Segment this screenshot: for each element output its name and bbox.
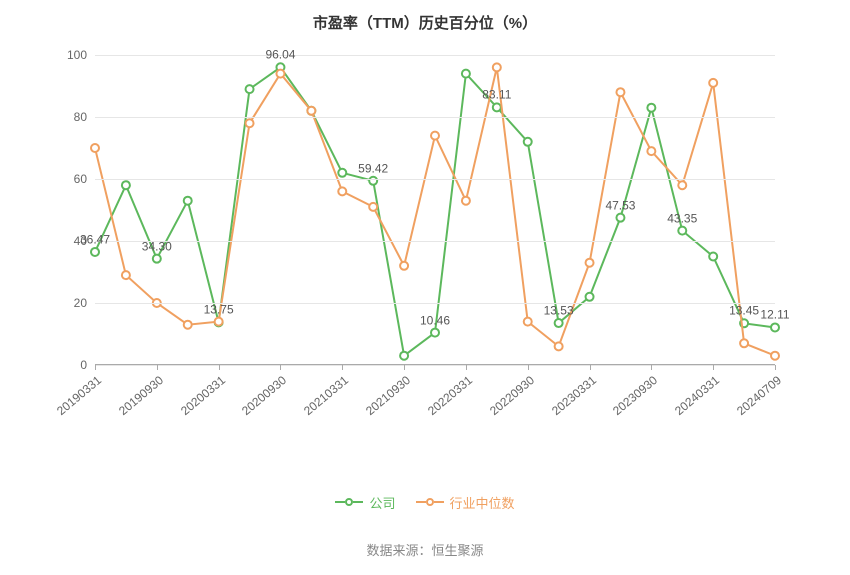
series-marker: [771, 352, 779, 360]
x-axis-tick-label: 20200331: [178, 373, 228, 418]
legend-symbol: [335, 498, 363, 506]
series-marker: [493, 103, 501, 111]
series-marker: [616, 214, 624, 222]
x-axis-tick: [95, 365, 96, 370]
x-axis-tick-label: 20200930: [240, 373, 290, 418]
grid-line: [95, 365, 775, 366]
y-axis-tick-label: 60: [74, 172, 87, 186]
y-axis-tick-label: 20: [74, 296, 87, 310]
x-axis-tick: [342, 365, 343, 370]
series-marker: [493, 63, 501, 71]
data-point-label: 34.30: [142, 239, 172, 253]
x-axis-tick: [528, 365, 529, 370]
series-marker: [122, 181, 130, 189]
legend-label: 公司: [369, 493, 395, 512]
series-marker: [678, 181, 686, 189]
series-marker: [740, 339, 748, 347]
chart-container: 市盈率（TTM）历史百分位（%） 02040608010020190331201…: [0, 0, 850, 575]
series-marker: [586, 259, 594, 267]
series-marker: [307, 107, 315, 115]
data-point-label: 10.46: [420, 313, 450, 327]
x-axis-tick-label: 20220930: [487, 373, 537, 418]
x-axis-tick: [651, 365, 652, 370]
series-marker: [524, 138, 532, 146]
data-point-label: 12.11: [760, 308, 789, 322]
data-point-label: 83.11: [482, 88, 511, 102]
x-axis-tick-label: 20230331: [549, 373, 599, 418]
series-marker: [524, 318, 532, 326]
chart-title: 市盈率（TTM）历史百分位（%）: [0, 12, 850, 33]
series-marker: [246, 85, 254, 93]
series-marker: [647, 147, 655, 155]
x-axis-tick-label: 20240709: [734, 373, 784, 418]
grid-line: [95, 117, 775, 118]
series-marker: [153, 255, 161, 263]
legend-label: 行业中位数: [450, 493, 515, 512]
plot-area: 0204060801002019033120190930202003312020…: [95, 55, 775, 365]
series-marker: [338, 169, 346, 177]
grid-line: [95, 55, 775, 56]
legend-item[interactable]: 行业中位数: [416, 493, 515, 512]
data-point-label: 43.35: [667, 211, 697, 225]
series-marker: [122, 271, 130, 279]
x-axis-tick-label: 20220331: [425, 373, 475, 418]
series-marker: [462, 70, 470, 78]
data-point-label: 47.53: [605, 198, 635, 212]
x-axis-tick-label: 20190930: [116, 373, 166, 418]
legend: 公司 行业中位数: [0, 490, 850, 512]
series-marker: [91, 144, 99, 152]
series-marker: [771, 323, 779, 331]
series-marker: [462, 197, 470, 205]
series-marker: [215, 318, 223, 326]
series-marker: [431, 132, 439, 140]
series-marker: [678, 227, 686, 235]
series-marker: [369, 177, 377, 185]
x-axis-tick: [713, 365, 714, 370]
data-point-label: 13.53: [544, 303, 574, 317]
data-point-label: 36.47: [80, 232, 110, 246]
y-axis-tick-label: 100: [67, 48, 87, 62]
series-marker: [184, 321, 192, 329]
series-marker: [709, 79, 717, 87]
series-marker: [91, 248, 99, 256]
x-axis-tick-label: 20210930: [363, 373, 413, 418]
series-marker: [709, 253, 717, 261]
x-axis-tick: [466, 365, 467, 370]
y-axis-tick-label: 80: [74, 110, 87, 124]
series-marker: [400, 352, 408, 360]
x-axis-tick-label: 20190331: [54, 373, 104, 418]
legend-symbol: [416, 498, 444, 506]
series-marker: [276, 70, 284, 78]
data-point-label: 96.04: [265, 48, 295, 62]
x-axis-tick-label: 20230930: [610, 373, 660, 418]
series-marker: [586, 293, 594, 301]
x-axis-tick-label: 20240331: [672, 373, 722, 418]
grid-line: [95, 241, 775, 242]
data-source-label: 数据来源：恒生聚源: [0, 540, 850, 559]
series-marker: [369, 203, 377, 211]
x-axis-tick: [280, 365, 281, 370]
grid-line: [95, 179, 775, 180]
series-marker: [184, 197, 192, 205]
legend-item[interactable]: 公司: [335, 493, 395, 512]
series-marker: [400, 262, 408, 270]
x-axis-tick: [219, 365, 220, 370]
x-axis-tick-label: 20210331: [301, 373, 351, 418]
data-point-label: 59.42: [358, 161, 388, 175]
series-marker: [431, 329, 439, 337]
series-marker: [647, 104, 655, 112]
x-axis-tick: [404, 365, 405, 370]
series-marker: [555, 319, 563, 327]
grid-line: [95, 303, 775, 304]
x-axis-tick: [157, 365, 158, 370]
y-axis-tick-label: 0: [80, 358, 87, 372]
x-axis-tick: [775, 365, 776, 370]
series-marker: [555, 342, 563, 350]
series-marker: [616, 88, 624, 96]
series-marker: [338, 187, 346, 195]
x-axis-tick: [590, 365, 591, 370]
data-point-label: 13.45: [729, 304, 759, 318]
data-point-label: 13.75: [204, 303, 234, 317]
series-marker: [246, 119, 254, 127]
